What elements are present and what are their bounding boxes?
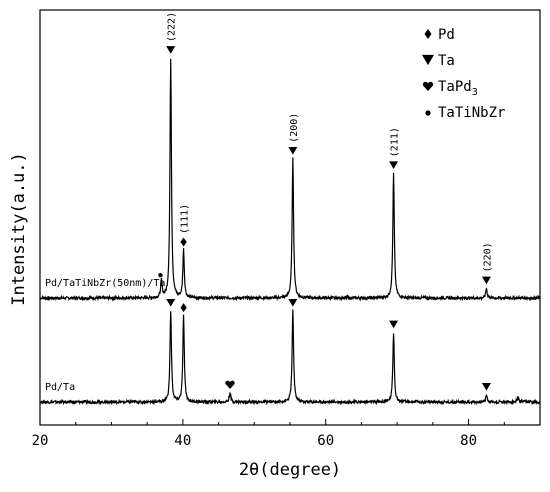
series-1: Pd/Ta [39,298,541,406]
peak-hkl-label: (211) [390,127,401,157]
legend-marker-down-triangle [422,54,434,66]
peak-marker-down-triangle [389,320,399,329]
peak-marker-diamond [180,303,187,313]
peak-marker-heart [225,380,235,389]
peak-hkl-label: (220) [482,242,493,272]
x-tick-label: 20 [32,433,49,449]
x-axis-title: 2θ(degree) [239,460,341,480]
legend-label: Pd [438,27,455,43]
peak-marker-down-triangle [288,146,298,155]
y-axis-title: Intensity(a.u.) [9,152,29,306]
legend-label: Ta [438,53,455,69]
peak-hkl-label: (111) [180,204,191,234]
legend-item: TaPd3 [422,79,478,98]
legend-item: Ta [422,53,455,69]
peak-marker-down-triangle [288,298,298,307]
peak-marker-down-triangle [481,382,491,391]
x-tick-label: 80 [460,433,477,449]
legend-marker-diamond [424,29,432,39]
legend-label: TaTiNbZr [438,105,505,121]
peak-hkl-label: (222) [167,12,178,42]
peak-marker-diamond [180,237,187,247]
peak-marker-down-triangle [481,276,491,285]
series-line [39,309,541,406]
legend-label: TaPd3 [438,79,478,98]
series-label: Pd/TaTiNbZr(50nm)/Ta [45,278,165,289]
plot-frame [39,9,541,426]
x-tick-label: 60 [317,433,334,449]
legend-marker-dot [425,110,431,116]
legend-item: TaTiNbZr [425,105,505,121]
series-label: Pd/Ta [45,382,75,393]
series-line [39,58,541,302]
legend-marker-heart [422,81,434,91]
legend-item: Pd [424,27,455,43]
series-0: Pd/TaTiNbZr(50nm)/Ta (222) (111) (200) (211)… [39,12,541,302]
peak-marker-down-triangle [389,161,399,170]
peak-marker-down-triangle [166,298,176,307]
peak-hkl-label: (200) [289,113,300,143]
peak-marker-dot [158,273,163,278]
x-tick-label: 40 [174,433,191,449]
peak-marker-down-triangle [166,46,176,54]
